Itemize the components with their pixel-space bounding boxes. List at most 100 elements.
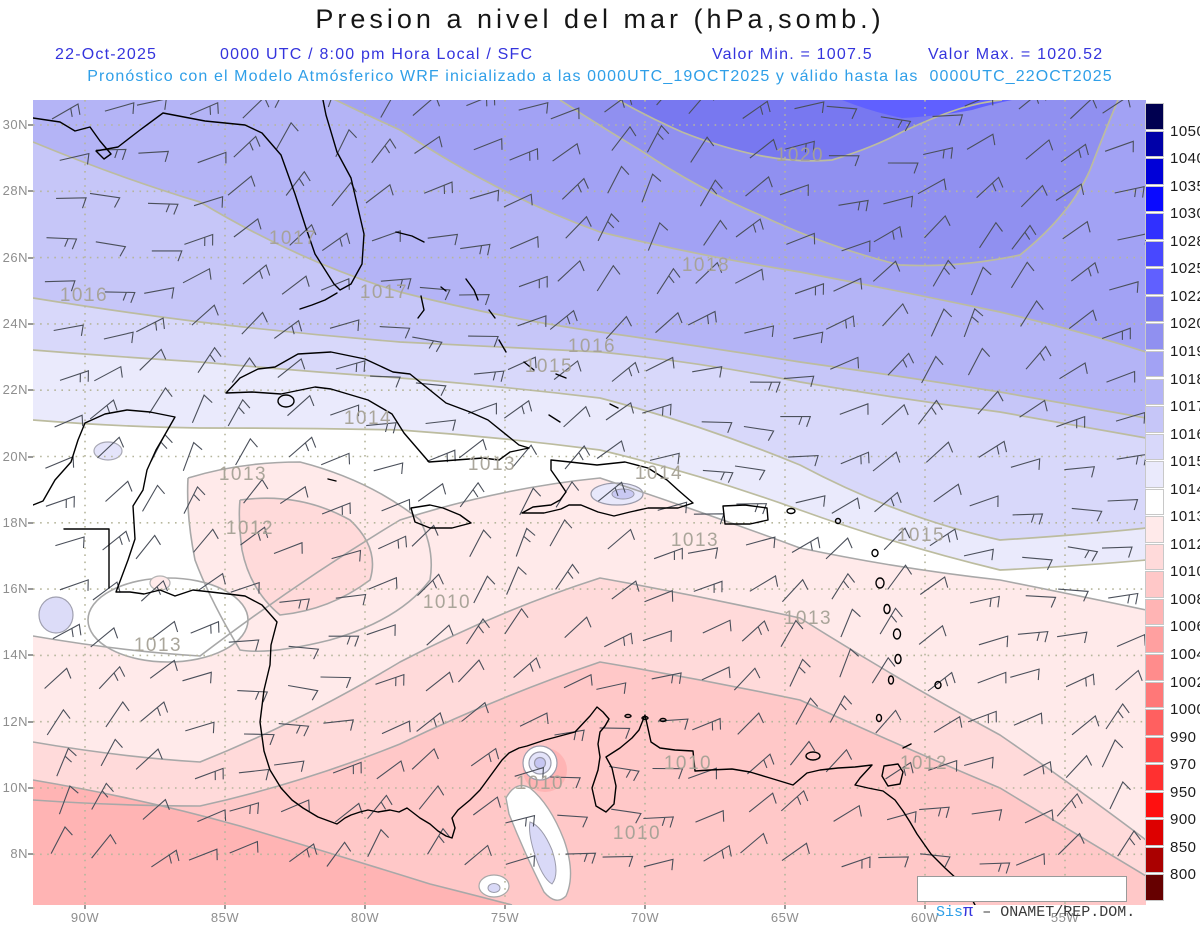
colorbar-label: 1035 — [1170, 177, 1200, 195]
wind-barb — [368, 576, 398, 590]
credit-box: Sisπ – ONAMET/REP.DOM. — [917, 876, 1135, 922]
wind-barb — [652, 767, 684, 780]
colorbar-segment — [1145, 103, 1164, 130]
wind-barb — [367, 828, 389, 857]
wind-barb — [417, 573, 444, 596]
wind-barb — [472, 796, 502, 816]
wind-barb — [320, 452, 351, 466]
wind-barb — [411, 747, 439, 770]
wind-barb — [190, 620, 220, 634]
lat-label: 20N — [2, 448, 28, 464]
wind-barb — [839, 648, 860, 678]
wind-barb — [321, 502, 351, 515]
lat-label: 28N — [2, 183, 28, 199]
contour-label: 1014 — [635, 463, 683, 484]
wind-barb — [513, 657, 541, 679]
wind-barb — [695, 809, 725, 823]
wind-barb — [963, 307, 984, 338]
wind-barb — [964, 756, 994, 769]
lat-tick — [28, 322, 33, 325]
colorbar-segment — [1145, 350, 1164, 378]
wind-barb — [967, 710, 997, 724]
wind-barb — [95, 241, 127, 257]
coast-cuba — [225, 351, 530, 463]
wind-barb — [197, 572, 226, 592]
wind-barb — [233, 217, 262, 238]
lat-label: 8N — [10, 846, 28, 862]
wind-barb — [103, 331, 134, 344]
colorbar-segment — [1145, 158, 1164, 185]
wind-barb — [466, 618, 490, 645]
contour-label: 1015 — [525, 356, 573, 377]
wind-barb — [289, 223, 317, 246]
colorbar-segment — [1145, 543, 1164, 571]
wind-barb — [1062, 220, 1091, 240]
coast-margarita — [805, 751, 821, 761]
wind-barb — [735, 218, 764, 238]
wind-barb — [605, 315, 632, 340]
wind-barb — [326, 841, 352, 867]
wind-barb — [693, 580, 723, 593]
wind-barb — [1059, 362, 1088, 380]
wind-barb — [825, 537, 853, 560]
wind-barb — [1104, 140, 1134, 153]
lat-label: 16N — [2, 581, 28, 597]
lon-tick — [924, 905, 926, 909]
wind-barb — [466, 100, 496, 107]
wind-barb — [921, 355, 944, 384]
wind-barb — [427, 827, 451, 855]
wind-barb — [611, 808, 642, 824]
colorbar-label: 1002 — [1170, 673, 1200, 691]
colorbar-label: 1019 — [1170, 342, 1200, 360]
lat-tick — [28, 654, 33, 657]
wind-barb — [1015, 852, 1046, 866]
wind-barb — [1060, 143, 1089, 163]
border-belize — [63, 528, 110, 589]
fill-yucatan-tongue-core — [239, 498, 373, 615]
wind-barb — [515, 527, 536, 557]
wind-barb — [933, 715, 963, 733]
wind-barb — [227, 175, 256, 196]
contour-label: 1010 — [664, 753, 712, 774]
wind-barb — [1071, 507, 1103, 522]
lat-tick — [28, 787, 33, 789]
wind-barb — [365, 183, 394, 204]
wind-barb — [645, 356, 675, 372]
wind-barb — [557, 259, 585, 282]
wind-barb — [188, 848, 218, 861]
wind-barb — [701, 421, 733, 434]
wind-barb — [977, 671, 1007, 684]
contour-label: 1010 — [423, 592, 471, 613]
wind-barb — [330, 404, 360, 417]
wind-barb — [886, 810, 917, 823]
coast-bahamas — [327, 231, 619, 482]
wind-barb — [149, 659, 178, 679]
wind-barb — [197, 151, 227, 164]
wind-barb — [371, 230, 401, 242]
wind-barb — [611, 125, 637, 151]
wind-barb — [425, 419, 457, 431]
wind-barb — [920, 853, 951, 868]
wind-barb — [1056, 415, 1086, 429]
wind-barb — [147, 202, 179, 215]
colorbar-segment — [1145, 654, 1164, 681]
wind-barb — [380, 278, 412, 290]
wind-barb — [504, 607, 529, 635]
contour-label: 1017 — [269, 228, 317, 249]
wind-barb — [703, 844, 732, 862]
wind-barb — [923, 147, 954, 159]
wind-barb — [1107, 499, 1139, 511]
wind-barb — [688, 767, 717, 780]
wind-barb — [692, 366, 723, 378]
wind-barb — [734, 465, 766, 481]
lon-tick — [644, 905, 646, 909]
lat-tick — [28, 389, 33, 392]
lat-label: 18N — [2, 514, 28, 530]
wind-barb — [602, 855, 634, 867]
wind-barb — [879, 607, 903, 635]
wind-barb — [46, 237, 78, 250]
wind-barb — [839, 403, 869, 415]
wind-barb — [243, 478, 269, 504]
colorbar-segment — [1145, 295, 1164, 323]
wind-barb — [182, 441, 203, 471]
